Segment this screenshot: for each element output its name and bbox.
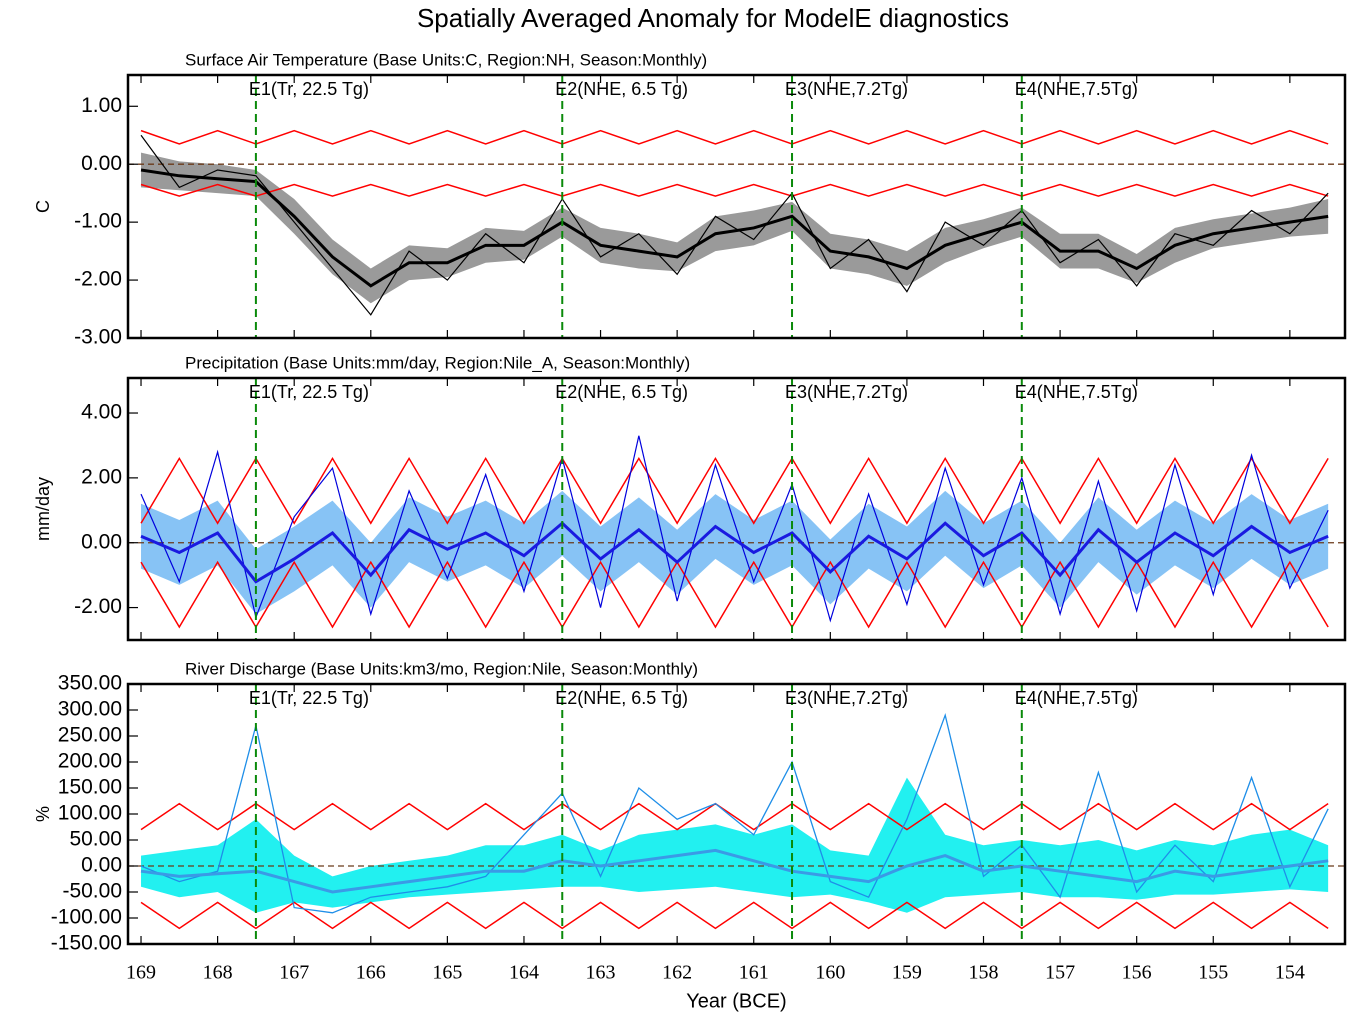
y-tick-label: -2.00 bbox=[74, 268, 122, 291]
x-tick-label: 166 bbox=[356, 962, 386, 984]
series-line bbox=[140, 712, 1329, 914]
series-line bbox=[140, 183, 1329, 197]
plot-frame bbox=[126, 682, 1347, 946]
y-tick-label: 2.00 bbox=[81, 465, 122, 488]
x-tick-label: 168 bbox=[203, 962, 233, 984]
x-axis-label: Year (BCE) bbox=[686, 990, 786, 1012]
y-tick-label: 250.00 bbox=[58, 724, 122, 747]
event-label: E2(NHE, 6.5 Tg) bbox=[555, 688, 688, 708]
x-tick-label: 164 bbox=[509, 962, 539, 984]
x-tick-label: 157 bbox=[1045, 962, 1075, 984]
figure-title: Spatially Averaged Anomaly for ModelE di… bbox=[417, 3, 1009, 33]
y-tick-label: -100.00 bbox=[51, 906, 122, 929]
plot-area bbox=[128, 712, 1345, 930]
x-tick-label: 155 bbox=[1198, 962, 1228, 984]
series-line bbox=[140, 134, 1329, 316]
x-tick-label: 162 bbox=[662, 962, 692, 984]
y-tick-label: 50.00 bbox=[69, 828, 122, 851]
plot-area bbox=[128, 129, 1345, 316]
x-tick-label: 160 bbox=[815, 962, 845, 984]
series-line bbox=[140, 848, 1329, 894]
x-tick-label: 165 bbox=[432, 962, 462, 984]
series-line bbox=[140, 521, 1329, 584]
y-tick-label: 0.00 bbox=[81, 530, 122, 553]
series-line bbox=[140, 129, 1329, 145]
y-tick-label: -3.00 bbox=[74, 326, 122, 349]
x-tick-label: 158 bbox=[968, 962, 998, 984]
y-tick-label: 0.00 bbox=[81, 152, 122, 175]
event-label: E2(NHE, 6.5 Tg) bbox=[555, 79, 688, 99]
event-label: E4(NHE,7.5Tg) bbox=[1015, 79, 1138, 99]
y-axis-label: C bbox=[33, 200, 53, 213]
y-tick-label: 350.00 bbox=[58, 672, 122, 695]
y-tick-label: -1.00 bbox=[74, 210, 122, 233]
x-tick-label: 169 bbox=[126, 962, 156, 984]
series-line bbox=[140, 168, 1329, 288]
x-tick-label: 167 bbox=[279, 962, 309, 984]
y-tick-label: 200.00 bbox=[58, 750, 122, 773]
spread-band bbox=[141, 777, 1329, 913]
plot-frame bbox=[126, 73, 1347, 340]
event-label: E2(NHE, 6.5 Tg) bbox=[555, 382, 688, 402]
panel-title: Precipitation (Base Units:mm/day, Region… bbox=[185, 353, 690, 372]
event-label: E4(NHE,7.5Tg) bbox=[1015, 382, 1138, 402]
series-line bbox=[140, 802, 1329, 831]
event-label: E3(NHE,7.2Tg) bbox=[785, 382, 908, 402]
y-tick-label: -150.00 bbox=[51, 932, 122, 955]
y-tick-label: 4.00 bbox=[81, 401, 122, 424]
y-axis-label: % bbox=[33, 806, 53, 822]
event-label: E3(NHE,7.2Tg) bbox=[785, 79, 908, 99]
x-tick-label: 161 bbox=[739, 962, 769, 984]
x-tick-label: 163 bbox=[586, 962, 616, 984]
series-line bbox=[140, 435, 1329, 623]
panel-title: River Discharge (Base Units:km3/mo, Regi… bbox=[185, 659, 698, 678]
x-tick-label: 159 bbox=[892, 962, 922, 984]
series-line bbox=[140, 560, 1329, 629]
y-tick-label: -50.00 bbox=[62, 880, 122, 903]
event-label: E1(Tr, 22.5 Tg) bbox=[249, 688, 369, 708]
y-tick-label: 300.00 bbox=[58, 698, 122, 721]
y-tick-label: -2.00 bbox=[74, 595, 122, 618]
series-line bbox=[140, 901, 1329, 930]
plot-area bbox=[128, 435, 1345, 629]
y-tick-label: 150.00 bbox=[58, 776, 122, 799]
event-label: E1(Tr, 22.5 Tg) bbox=[249, 382, 369, 402]
y-tick-label: 100.00 bbox=[58, 802, 122, 825]
event-label: E1(Tr, 22.5 Tg) bbox=[249, 79, 369, 99]
y-tick-label: 0.00 bbox=[81, 854, 122, 877]
plot-frame bbox=[126, 376, 1347, 642]
x-tick-label: 154 bbox=[1275, 962, 1305, 984]
event-label: E4(NHE,7.5Tg) bbox=[1015, 688, 1138, 708]
event-label: E3(NHE,7.2Tg) bbox=[785, 688, 908, 708]
spread-band bbox=[141, 490, 1329, 615]
y-axis-label: mm/day bbox=[33, 477, 53, 541]
x-tick-label: 156 bbox=[1122, 962, 1152, 984]
panel-title: Surface Air Temperature (Base Units:C, R… bbox=[185, 50, 707, 69]
y-tick-label: 1.00 bbox=[81, 94, 122, 117]
series-line bbox=[140, 456, 1329, 525]
